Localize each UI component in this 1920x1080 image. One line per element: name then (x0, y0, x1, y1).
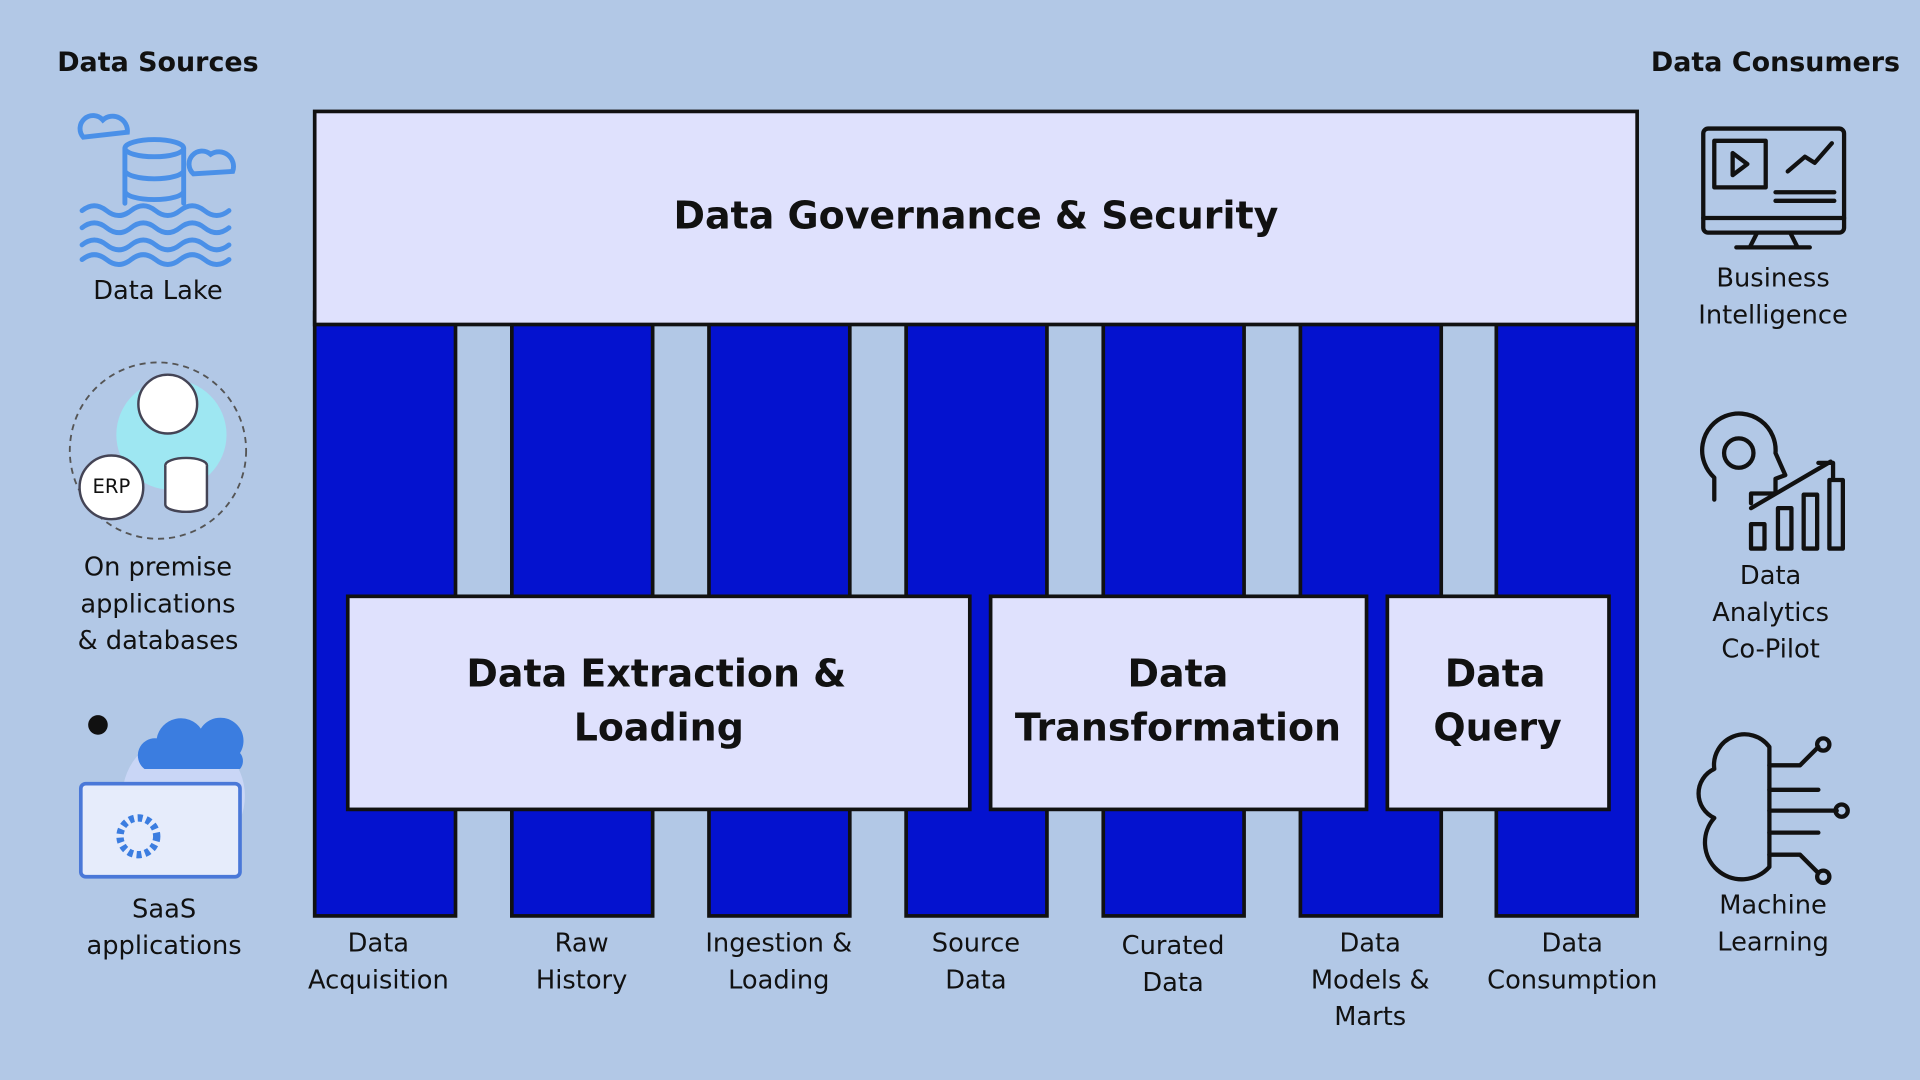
consumer-label: Learning (1717, 927, 1829, 957)
analytics-icon (1700, 411, 1845, 551)
consumer-label: Business (1716, 264, 1829, 294)
consumers-title: Data Consumers (1651, 47, 1900, 78)
column-label: Data (945, 965, 1006, 995)
saas-icon (78, 715, 245, 879)
on-premise-icon: ERP (68, 361, 248, 540)
process-label: Data (1445, 651, 1546, 695)
consumer-label: Data (1740, 561, 1801, 591)
source-label: applications (80, 589, 235, 619)
governance-label: Data Governance & Security (673, 193, 1278, 237)
process-label: Data (1128, 651, 1229, 695)
source-label: & databases (78, 626, 239, 656)
icon-glyph: ERP (93, 475, 131, 498)
column-label: Data (348, 929, 409, 959)
process-label: Data Extraction & (466, 651, 846, 695)
column-label: Data (1142, 968, 1203, 998)
process-box (345, 594, 972, 812)
column-label: Marts (1334, 1002, 1406, 1032)
column-label: Loading (728, 965, 829, 995)
process-label: Loading (574, 705, 744, 749)
column-label: Source (932, 929, 1020, 959)
ml-icon (1696, 732, 1850, 886)
column-label: Ingestion & (705, 929, 852, 959)
column-label: Curated (1122, 931, 1225, 961)
column-label: Raw (555, 929, 609, 959)
column-label: Acquisition (308, 965, 449, 995)
column-labels: Data Acquisition Raw History Ingestion &… (308, 929, 1657, 1032)
process-label: Transformation (1015, 705, 1341, 749)
process-label: Query (1433, 705, 1562, 749)
data-lake-icon (77, 113, 236, 267)
source-label: SaaS (132, 894, 196, 924)
column-label: Data (1340, 929, 1401, 959)
source-label: On premise (84, 553, 232, 583)
source-label: Data Lake (93, 276, 222, 306)
consumer-label: Co-Pilot (1721, 635, 1819, 665)
governance-box (312, 109, 1639, 327)
consumer-label: Intelligence (1698, 300, 1848, 330)
column-label: Data (1542, 929, 1603, 959)
consumer-label: Analytics (1712, 598, 1829, 628)
bi-icon (1701, 126, 1847, 250)
column-label: Consumption (1487, 965, 1657, 995)
sources-title: Data Sources (57, 47, 259, 78)
consumer-label: Machine (1719, 891, 1827, 921)
column-label: Models & (1311, 965, 1430, 995)
process-box (1385, 594, 1611, 812)
process-box (988, 594, 1369, 812)
column-label: History (536, 965, 627, 995)
source-label: applications (86, 931, 241, 961)
